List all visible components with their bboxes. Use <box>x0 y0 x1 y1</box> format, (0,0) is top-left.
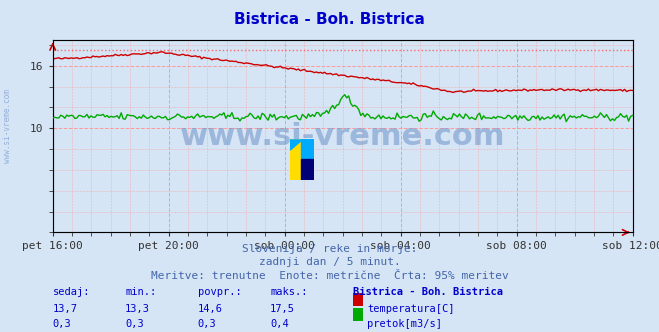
Text: 13,7: 13,7 <box>53 304 78 314</box>
Text: pretok[m3/s]: pretok[m3/s] <box>367 319 442 329</box>
Text: temperatura[C]: temperatura[C] <box>367 304 455 314</box>
Text: 0,3: 0,3 <box>125 319 144 329</box>
Text: povpr.:: povpr.: <box>198 287 241 297</box>
Text: 13,3: 13,3 <box>125 304 150 314</box>
Text: maks.:: maks.: <box>270 287 308 297</box>
Text: 0,4: 0,4 <box>270 319 289 329</box>
Text: min.:: min.: <box>125 287 156 297</box>
Text: 0,3: 0,3 <box>53 319 71 329</box>
Text: Meritve: trenutne  Enote: metrične  Črta: 95% meritev: Meritve: trenutne Enote: metrične Črta: … <box>151 271 508 281</box>
Text: zadnji dan / 5 minut.: zadnji dan / 5 minut. <box>258 257 401 267</box>
Text: sedaj:: sedaj: <box>53 287 90 297</box>
Text: 0,3: 0,3 <box>198 319 216 329</box>
Text: Bistrica - Boh. Bistrica: Bistrica - Boh. Bistrica <box>234 12 425 27</box>
Text: 14,6: 14,6 <box>198 304 223 314</box>
Text: www.si-vreme.com: www.si-vreme.com <box>3 89 13 163</box>
Text: Slovenija / reke in morje.: Slovenija / reke in morje. <box>242 244 417 254</box>
Text: www.si-vreme.com: www.si-vreme.com <box>180 122 505 151</box>
Text: 17,5: 17,5 <box>270 304 295 314</box>
Text: Bistrica - Boh. Bistrica: Bistrica - Boh. Bistrica <box>353 287 503 297</box>
